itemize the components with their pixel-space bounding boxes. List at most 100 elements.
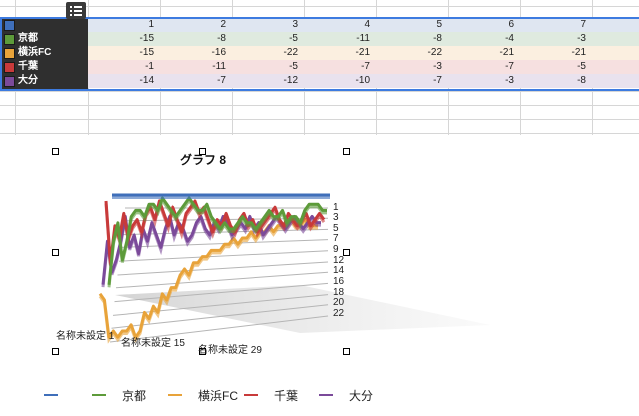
data-cell[interactable]: -15 [139, 47, 154, 58]
series-color-swatch[interactable] [4, 76, 15, 87]
resize-handle-bottom-middle[interactable] [199, 348, 206, 355]
y-tick-label: 20 [333, 297, 345, 308]
data-row[interactable]: -15 -16 -22 -21 -22 -21 -21 [88, 46, 639, 60]
resize-handle-top-left[interactable] [52, 148, 59, 155]
legend-line [319, 394, 333, 396]
data-cell[interactable]: -12 [283, 75, 298, 86]
resize-handle-top-middle[interactable] [199, 148, 206, 155]
resize-handle-bottom-left[interactable] [52, 348, 59, 355]
gridline [114, 282, 329, 303]
data-cell[interactable]: 5 [436, 19, 442, 30]
data-cell[interactable]: 7 [580, 19, 586, 30]
series-color-swatch[interactable] [4, 48, 15, 59]
data-cell[interactable]: 6 [508, 19, 514, 30]
data-cell[interactable]: -16 [211, 47, 226, 58]
series-name: 千葉 [18, 61, 38, 72]
series-name: 大分 [18, 75, 38, 86]
list-icon[interactable] [66, 2, 86, 19]
data-cell[interactable]: -5 [289, 33, 298, 44]
legend-line [92, 394, 106, 396]
gridline [112, 294, 329, 316]
resize-handle-top-right[interactable] [343, 148, 350, 155]
data-cell[interactable]: 1 [148, 19, 154, 30]
data-cell[interactable]: -5 [289, 61, 298, 72]
gridline [109, 315, 329, 343]
spreadsheet-grid[interactable]: 京都 横浜FC 千葉 大分 1 2 3 4 5 6 7 -15 -8 -5 -11 -8 -4 -3 -15 -16… [0, 0, 639, 135]
legend-label: 千葉 [274, 389, 299, 403]
chart-object[interactable]: グラフ 8 1 3 5 7 9 12 14 16 18 20 22 名称未設定 1 名称未設定 15 名… [0, 135, 639, 416]
data-cell[interactable]: -7 [217, 75, 226, 86]
series-line [107, 196, 327, 285]
series-row-label[interactable]: 京都 [0, 32, 88, 46]
data-cell[interactable]: -22 [427, 47, 442, 58]
data-cell[interactable]: -14 [139, 75, 154, 86]
data-cell[interactable]: 3 [292, 19, 298, 30]
legend-line [168, 394, 182, 396]
data-cell[interactable]: -15 [139, 33, 154, 44]
resize-handle-middle-right[interactable] [343, 249, 350, 256]
series-row-label[interactable]: 横浜FC [0, 46, 88, 60]
data-cell[interactable]: -21 [499, 47, 514, 58]
legend-label: 横浜FC [198, 389, 238, 403]
data-row[interactable]: -15 -8 -5 -11 -8 -4 -3 [88, 32, 639, 46]
y-tick-label: 16 [333, 276, 345, 287]
legend-line [244, 394, 258, 396]
data-cell[interactable]: -8 [577, 75, 586, 86]
gridline [115, 271, 329, 289]
y-tick-label: 1 [333, 202, 339, 213]
data-cell[interactable]: -8 [217, 33, 226, 44]
series-name: 横浜FC [18, 47, 52, 58]
line-plot-3d [98, 193, 490, 344]
x-tick-label: 名称未設定 15 [121, 338, 185, 349]
data-cell[interactable]: -5 [577, 61, 586, 72]
data-cell[interactable]: -7 [361, 61, 370, 72]
data-cell[interactable]: -4 [505, 33, 514, 44]
data-cell[interactable]: -11 [356, 33, 370, 44]
data-cell[interactable]: 2 [220, 19, 226, 30]
x-tick-label: 名称未設定 1 [56, 331, 115, 342]
series-row-label[interactable]: 大分 [0, 74, 88, 88]
data-cell[interactable]: -11 [212, 61, 226, 72]
resize-handle-bottom-right[interactable] [343, 348, 350, 355]
legend-label: 京都 [122, 389, 147, 403]
x-tick-label: 名称未設定 29 [198, 345, 262, 356]
series-name-column: 京都横浜FC 千葉大分 [0, 17, 88, 91]
data-row[interactable]: 1 2 3 4 5 6 7 [88, 18, 639, 32]
gridline [117, 261, 329, 276]
y-tick-label: 5 [333, 223, 339, 234]
y-tick-label: 3 [333, 212, 339, 223]
series-row-label[interactable] [0, 18, 88, 32]
data-cell[interactable]: -21 [355, 47, 370, 58]
chart-floor-shadow [115, 285, 490, 333]
data-cell[interactable]: -7 [433, 75, 442, 86]
chart-series-lines [98, 193, 330, 344]
y-tick-label: 9 [333, 244, 339, 255]
series-color-swatch[interactable] [4, 62, 15, 73]
data-cell[interactable]: -3 [505, 75, 514, 86]
series-color-swatch[interactable] [4, 34, 15, 45]
legend-line [44, 394, 58, 396]
data-cell[interactable]: -1 [145, 61, 154, 72]
series-row-label[interactable]: 千葉 [0, 60, 88, 74]
data-row[interactable]: -1 -11 -5 -7 -3 -7 -5 [88, 60, 639, 74]
series-color-swatch[interactable] [4, 20, 15, 31]
gridline [111, 304, 329, 329]
data-cell[interactable]: -3 [433, 61, 442, 72]
gridline [118, 250, 329, 262]
data-cell[interactable]: -21 [571, 47, 586, 58]
chart-title: グラフ 8 [180, 153, 227, 167]
resize-handle-middle-left[interactable] [52, 249, 59, 256]
data-cell[interactable]: 4 [364, 19, 370, 30]
data-cell[interactable]: -8 [433, 33, 442, 44]
legend-label: 大分 [349, 389, 374, 403]
series-name: 京都 [18, 33, 38, 44]
data-cell[interactable]: -7 [505, 61, 514, 72]
data-cell[interactable]: -10 [355, 75, 370, 86]
data-cell[interactable]: -3 [577, 33, 586, 44]
y-tick-label: 14 [333, 265, 345, 276]
data-row[interactable]: -14 -7 -12 -10 -7 -3 -8 [88, 74, 639, 88]
y-tick-label: 18 [333, 287, 345, 298]
data-cell[interactable]: -22 [283, 47, 298, 58]
floor-shadow [115, 285, 490, 333]
y-tick-label: 12 [333, 255, 345, 266]
